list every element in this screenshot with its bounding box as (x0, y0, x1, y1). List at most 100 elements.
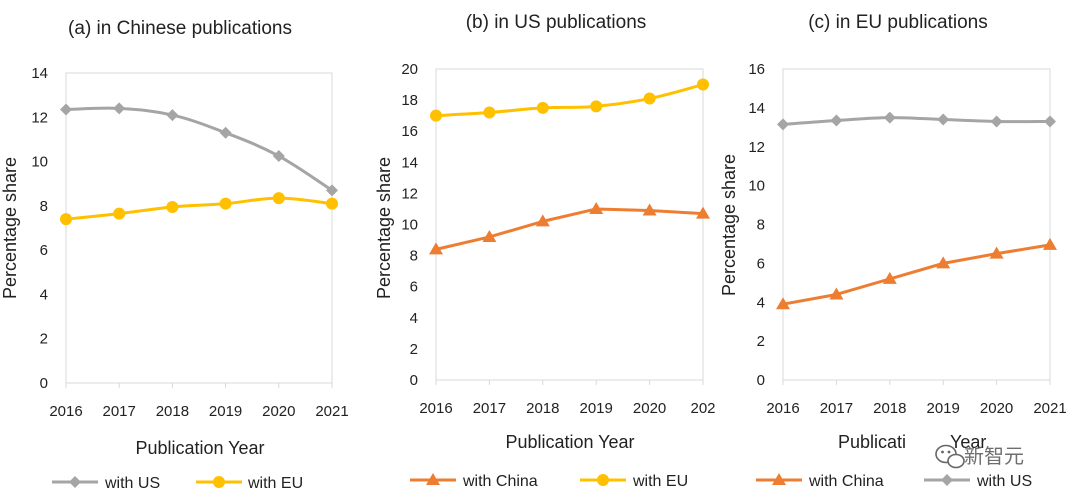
y-tick-label: 0 (40, 375, 48, 392)
chart-b-series (429, 78, 710, 255)
chart-c-title: (c) in EU publications (808, 12, 988, 33)
data-point-with-eu (643, 92, 656, 105)
chart-b-ylabel: Percentage share (374, 157, 394, 299)
legend-diamond-marker (69, 476, 81, 488)
y-tick-label: 18 (401, 92, 418, 109)
y-tick-label: 10 (748, 178, 765, 195)
legend-triangle-marker (772, 473, 786, 485)
data-point-with-us (326, 184, 338, 197)
x-tick-label: 2018 (526, 400, 559, 417)
legend-label: with China (808, 473, 884, 490)
series-line-with-eu (65, 196, 333, 221)
data-point-with-eu (219, 197, 232, 210)
x-tick-label: 2016 (49, 403, 82, 420)
series-with-eu (430, 78, 709, 122)
series-line-with-china (782, 243, 1051, 306)
legend-item-with-eu: with EU (580, 473, 688, 490)
watermark-text: 新智元 (964, 445, 1024, 468)
x-tick-label: 2017 (820, 400, 853, 417)
data-point-with-eu (697, 78, 709, 91)
data-point-with-china (989, 246, 1004, 259)
x-tick-label: 2021 (315, 403, 348, 420)
y-tick-label: 2 (757, 333, 765, 350)
data-point-with-us (113, 102, 126, 115)
data-point-with-china (696, 206, 710, 219)
chart-c-series (776, 111, 1057, 310)
chart-b-plot-area (435, 68, 704, 381)
x-tick-label: 2020 (980, 400, 1013, 417)
data-point-with-us (830, 114, 843, 127)
watermark: 新智元 (935, 444, 1024, 469)
data-point-with-us (777, 118, 789, 131)
legend-label: with EU (632, 473, 688, 490)
data-point-with-eu (590, 100, 603, 113)
y-tick-label: 10 (31, 154, 48, 171)
series-with-china (429, 201, 710, 255)
legend-diamond-marker (941, 474, 953, 486)
x-tick-label: 2016 (419, 400, 452, 417)
wechat-icon (935, 444, 965, 469)
y-tick-label: 8 (40, 198, 48, 215)
x-tick-label: 2020 (633, 400, 666, 417)
y-tick-label: 2 (410, 341, 418, 358)
chart-a-y-ticks: 0 2 4 6 8 10 12 14 (31, 65, 48, 392)
data-point-with-eu (60, 213, 72, 226)
x-tick-label: 2021 (1033, 400, 1066, 417)
data-point-with-us (272, 150, 285, 163)
legend-label: with EU (247, 475, 303, 492)
chart-a-title: (a) in Chinese publications (68, 18, 292, 39)
chart-c-ylabel: Percentage share (719, 154, 739, 296)
data-point-with-china (829, 287, 844, 300)
y-tick-label: 6 (410, 279, 418, 296)
legend-item-with-china: with China (756, 473, 884, 490)
y-tick-label: 10 (401, 217, 418, 234)
legend-circle-marker (213, 476, 225, 488)
x-tick-label: 2016 (766, 400, 799, 417)
data-point-with-eu (483, 106, 496, 119)
legend-item-with-us: with US (924, 473, 1032, 490)
chart-c-xlabel-tail: Year (950, 432, 986, 452)
legend-item-with-eu: with EU (196, 475, 303, 492)
series-line-with-china (435, 207, 704, 251)
chart-b-xlabel: Publication Year (505, 432, 634, 452)
y-tick-label: 4 (410, 310, 418, 327)
series-with-us (777, 111, 1056, 131)
y-tick-label: 8 (757, 217, 765, 234)
data-point-with-us (60, 103, 72, 116)
x-tick-label: 2017 (473, 400, 506, 417)
y-tick-label: 4 (757, 294, 765, 311)
chart-c-xlabel: Publicati (838, 432, 906, 452)
series-with-eu (60, 192, 338, 226)
data-point-with-us (219, 126, 232, 139)
legend-label: with China (462, 473, 538, 490)
x-tick-label: 2017 (103, 403, 136, 420)
legend-item-with-us: with US (52, 475, 160, 492)
legend-label: with US (104, 475, 160, 492)
chart-c-legend: with China with US (756, 473, 1032, 490)
series-line-with-us (782, 116, 1051, 126)
chart-b-legend: with China with EU (410, 473, 688, 490)
data-point-with-eu (430, 109, 442, 122)
x-tick-label: 202 (690, 400, 715, 417)
y-tick-label: 12 (31, 109, 48, 126)
series-line-with-us (65, 106, 333, 192)
chart-b-title: (b) in US publications (466, 12, 647, 33)
x-tick-label: 2018 (873, 400, 906, 417)
data-point-with-eu (113, 207, 126, 220)
legend-label: with US (976, 473, 1032, 490)
y-tick-label: 16 (401, 123, 418, 140)
chart-a-ylabel: Percentage share (0, 157, 20, 299)
data-point-with-eu (326, 197, 338, 210)
chart-b-x-ticks: 2016 2017 2018 2019 2020 202 (419, 380, 716, 417)
data-point-with-china (776, 297, 790, 310)
legend-item-with-china: with China (410, 473, 538, 490)
chart-a-xlabel: Publication Year (135, 438, 264, 458)
legend-circle-marker (597, 474, 609, 486)
data-point-with-china (642, 203, 657, 216)
x-tick-label: 2019 (209, 403, 242, 420)
data-point-with-china (1043, 237, 1057, 250)
data-point-with-china (482, 229, 497, 242)
chart-b-y-ticks: 0 2 4 6 8 10 12 14 16 18 20 (401, 61, 418, 389)
data-point-with-us (1044, 115, 1056, 128)
